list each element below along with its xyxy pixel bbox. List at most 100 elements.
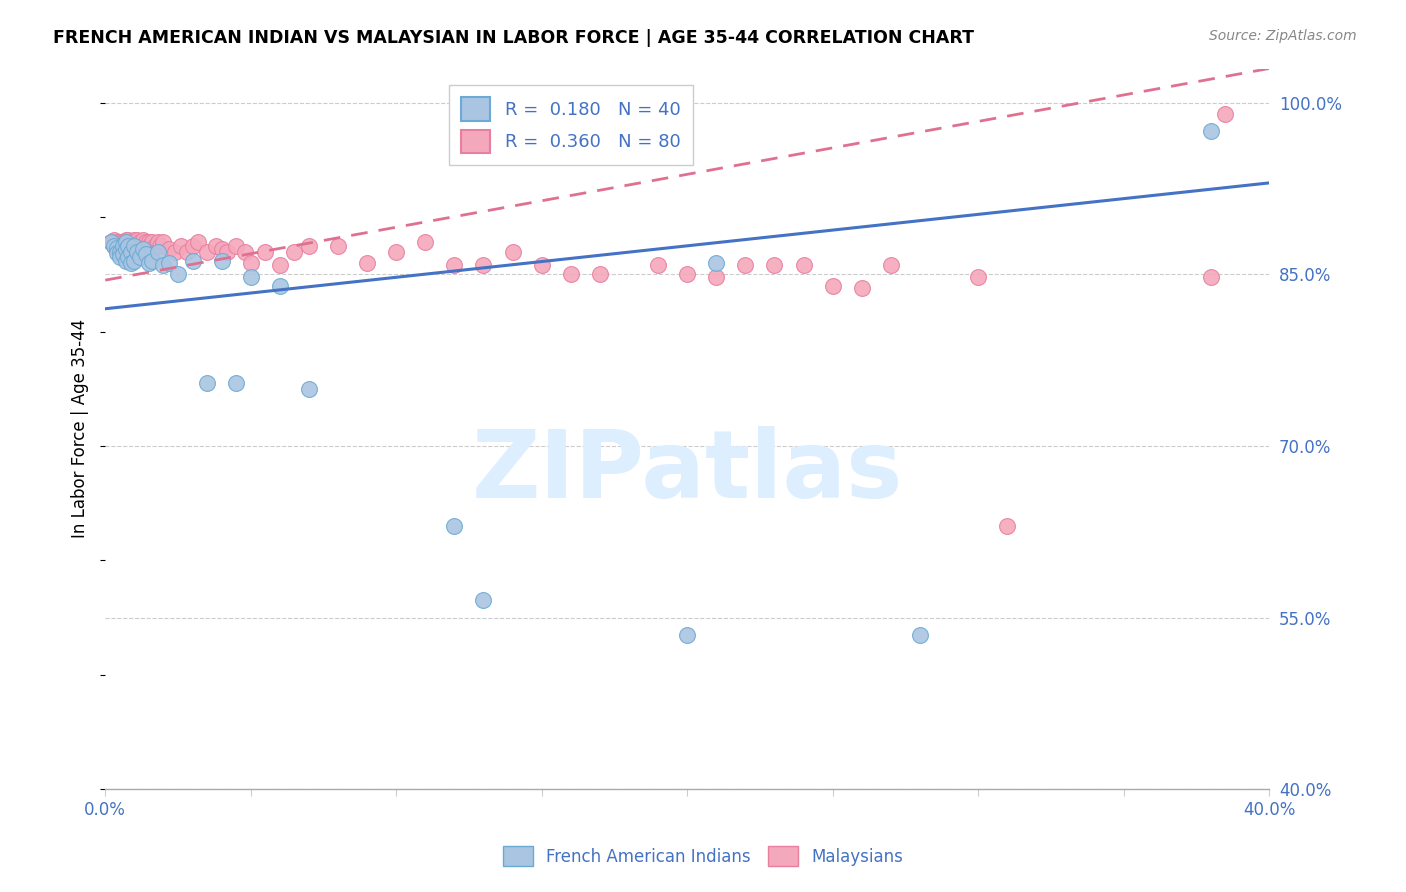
Point xyxy=(413,235,436,250)
Point xyxy=(763,258,786,272)
Point xyxy=(181,253,204,268)
Point xyxy=(157,256,180,270)
Point xyxy=(163,244,186,259)
Point xyxy=(149,239,172,253)
Point xyxy=(108,244,131,259)
Point xyxy=(129,250,152,264)
Point xyxy=(114,233,136,247)
Point xyxy=(103,239,125,253)
Point xyxy=(181,239,204,253)
Text: ZIPatlas: ZIPatlas xyxy=(471,426,903,518)
Point xyxy=(117,250,139,264)
Point xyxy=(108,244,131,259)
Point xyxy=(152,258,174,272)
Point xyxy=(443,519,465,533)
Point xyxy=(443,258,465,272)
Point xyxy=(298,239,321,253)
Point xyxy=(127,244,149,259)
Point xyxy=(254,244,277,259)
Point xyxy=(120,239,142,253)
Point xyxy=(124,253,146,268)
Point xyxy=(146,235,169,250)
Point xyxy=(170,239,193,253)
Point xyxy=(239,256,262,270)
Point xyxy=(157,242,180,256)
Point xyxy=(138,239,160,253)
Point xyxy=(105,245,128,260)
Point xyxy=(114,242,136,256)
Point xyxy=(117,239,139,253)
Point xyxy=(141,235,163,250)
Legend: French American Indians, Malaysians: French American Indians, Malaysians xyxy=(496,839,910,873)
Point xyxy=(129,239,152,253)
Point xyxy=(117,233,139,247)
Point xyxy=(143,239,166,253)
Point xyxy=(187,235,209,250)
Point xyxy=(225,239,247,253)
Point xyxy=(967,269,990,284)
Point xyxy=(589,268,612,282)
Point xyxy=(152,235,174,250)
Point xyxy=(135,235,157,250)
Point xyxy=(132,239,155,253)
Point xyxy=(1215,107,1237,121)
Point xyxy=(239,269,262,284)
Point xyxy=(135,247,157,261)
Point xyxy=(111,239,134,253)
Point xyxy=(129,235,152,250)
Point xyxy=(103,239,125,253)
Point xyxy=(560,268,582,282)
Point xyxy=(114,253,136,268)
Point xyxy=(167,268,190,282)
Point xyxy=(141,253,163,268)
Point xyxy=(704,269,727,284)
Point xyxy=(385,244,408,259)
Point xyxy=(124,239,146,253)
Point xyxy=(995,519,1018,533)
Point xyxy=(132,242,155,256)
Point xyxy=(105,242,128,256)
Point xyxy=(127,239,149,253)
Point xyxy=(204,239,226,253)
Point xyxy=(880,258,903,272)
Point xyxy=(1199,269,1222,284)
Point xyxy=(851,281,873,295)
Point xyxy=(141,244,163,259)
Point xyxy=(138,256,160,270)
Point xyxy=(734,258,756,272)
Point xyxy=(111,247,134,261)
Point xyxy=(676,628,699,642)
Point xyxy=(124,242,146,256)
Point xyxy=(114,235,136,250)
Point xyxy=(225,376,247,390)
Point xyxy=(111,239,134,253)
Point xyxy=(114,242,136,256)
Point xyxy=(108,239,131,253)
Point xyxy=(908,628,931,642)
Point xyxy=(326,239,349,253)
Point xyxy=(100,235,122,250)
Point xyxy=(298,382,321,396)
Point xyxy=(138,235,160,250)
Point xyxy=(124,233,146,247)
Point xyxy=(176,244,198,259)
Point xyxy=(233,244,256,259)
Point xyxy=(211,253,233,268)
Point xyxy=(472,593,495,607)
Point xyxy=(103,233,125,247)
Point xyxy=(821,278,844,293)
Point xyxy=(132,233,155,247)
Point xyxy=(211,242,233,256)
Point xyxy=(120,235,142,250)
Point xyxy=(127,233,149,247)
Point xyxy=(108,235,131,250)
Point xyxy=(111,235,134,250)
Point xyxy=(195,376,218,390)
Text: Source: ZipAtlas.com: Source: ZipAtlas.com xyxy=(1209,29,1357,43)
Point xyxy=(120,244,142,259)
Y-axis label: In Labor Force | Age 35-44: In Labor Force | Age 35-44 xyxy=(72,319,89,539)
Point xyxy=(120,244,142,259)
Point xyxy=(114,235,136,250)
Point xyxy=(647,258,669,272)
Point xyxy=(502,244,524,259)
